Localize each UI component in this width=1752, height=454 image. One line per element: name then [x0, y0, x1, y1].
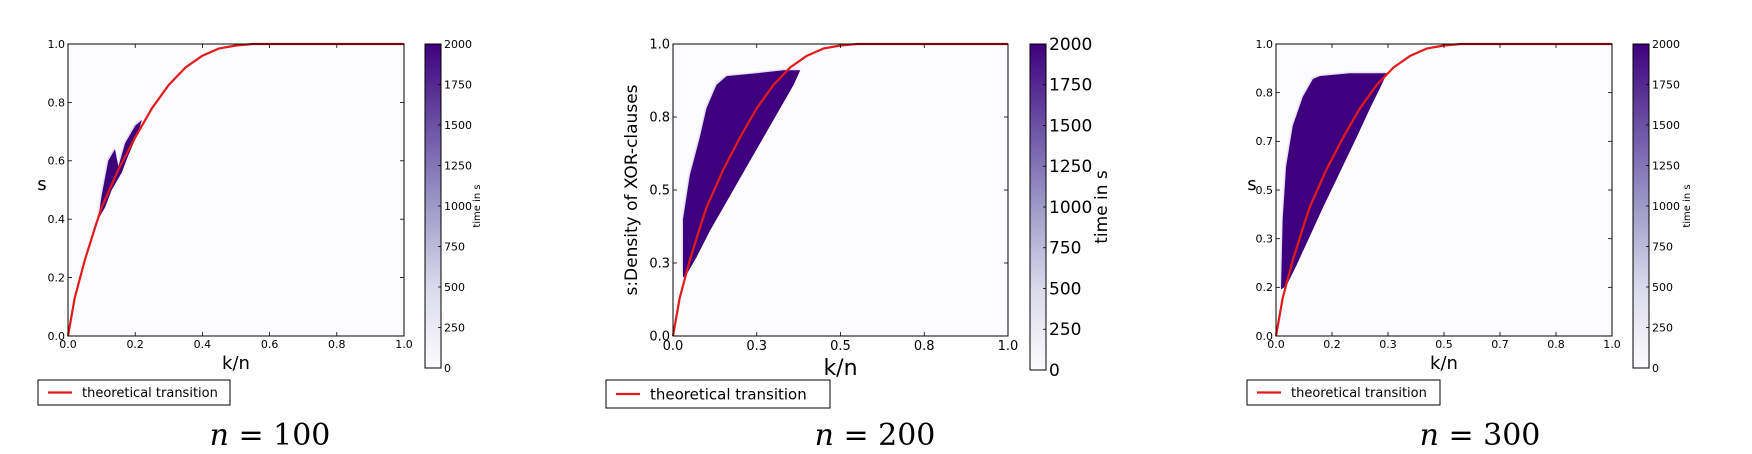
legend-label: theoretical transition — [82, 386, 218, 401]
x-axis-label: k/n — [1430, 353, 1458, 374]
y-tick-label: 0.4 — [48, 213, 66, 226]
x-tick-label: 0.8 — [1547, 338, 1565, 351]
panel-caption: n = 100 — [210, 418, 331, 450]
colorbar-tick-label: 1750 — [444, 78, 472, 91]
colorbar-tick-label: 1500 — [1652, 119, 1680, 132]
y-tick-label: 0.5 — [649, 184, 670, 199]
x-tick-label: 0.3 — [746, 339, 767, 354]
legend-label: theoretical transition — [1291, 386, 1427, 401]
y-axis-label: s:Density of XOR-clauses — [622, 84, 642, 295]
x-tick-label: 0.4 — [194, 338, 212, 351]
y-tick-label: 0.3 — [1256, 233, 1274, 246]
y-tick-label: 1.0 — [649, 38, 670, 53]
y-tick-label: 0.8 — [1256, 87, 1274, 100]
colorbar-tick-label: 1500 — [1049, 116, 1092, 136]
y-tick-label: 0.0 — [48, 330, 66, 343]
colorbar-tick-label: 1500 — [444, 119, 472, 132]
colorbar-tick-label: 1250 — [1652, 159, 1680, 172]
y-tick-label: 0.0 — [1256, 330, 1274, 343]
x-tick-label: 0.2 — [126, 338, 144, 351]
x-tick-label: 0.8 — [328, 338, 346, 351]
legend: theoretical transition — [37, 379, 231, 406]
colorbar-tick-label: 1750 — [1652, 78, 1680, 91]
y-tick-label: 0.3 — [649, 257, 670, 272]
colorbar-tick-label: 2000 — [1049, 35, 1092, 55]
colorbar-tick-label: 750 — [444, 240, 465, 253]
panel-caption: n = 200 — [815, 418, 936, 450]
y-tick-label: 0.6 — [48, 155, 66, 168]
y-tick-label: 1.0 — [1256, 38, 1274, 51]
colorbar-tick-label: 500 — [1049, 279, 1081, 299]
legend-label: theoretical transition — [650, 385, 807, 403]
y-axis-label: s — [37, 174, 46, 195]
colorbar-tick-label: 250 — [1652, 321, 1673, 334]
colorbar-tick-label: 1000 — [444, 200, 472, 213]
legend: theoretical transition — [605, 379, 831, 409]
y-tick-label: 0.2 — [48, 271, 66, 284]
colorbar-tick-label: 1250 — [1049, 157, 1092, 177]
colorbar-tick-label: 0 — [1049, 361, 1060, 381]
colorbar-label: time in s — [1092, 170, 1112, 244]
x-tick-label: 0.6 — [261, 338, 279, 351]
colorbar-tick-label: 250 — [444, 321, 465, 334]
y-tick-label: 1.0 — [48, 38, 66, 51]
panel-2: 0.0 0.3 0.5 0.8 1.0 0.0 0.3 0.5 0.8 1.0 k/n s:Densi… — [605, 35, 1112, 453]
colorbar-tick-label: 250 — [1049, 320, 1081, 340]
x-axis-label: k/n — [222, 353, 250, 374]
heatmap-hard-region — [683, 70, 801, 278]
x-axis-label: k/n — [823, 356, 857, 381]
y-tick-label: 0.5 — [1256, 184, 1274, 197]
panel-caption: n = 300 — [1420, 418, 1541, 450]
x-tick-label: 1.0 — [998, 339, 1019, 354]
plot-frame — [67, 43, 405, 337]
colorbar-tick-label: 1000 — [1049, 198, 1092, 218]
x-tick-label: 1.0 — [395, 338, 413, 351]
y-tick-label: 0.8 — [649, 111, 670, 126]
x-tick-label: 0.7 — [1491, 338, 1509, 351]
y-tick-label: 0.8 — [48, 96, 66, 109]
x-tick-label: 0.2 — [1323, 338, 1341, 351]
colorbar-tick-label: 2000 — [444, 38, 472, 51]
y-axis-label: s — [1247, 174, 1256, 195]
y-tick-label: 0.2 — [1256, 281, 1274, 294]
colorbar-tick-label: 0 — [1652, 362, 1659, 375]
colorbar-tick-label: 1000 — [1652, 200, 1680, 213]
x-tick-label: 0.3 — [1379, 338, 1397, 351]
colorbar-tick-label: 500 — [1652, 281, 1673, 294]
colorbar-tick-label: 1250 — [444, 159, 472, 172]
y-tick-label: 0.0 — [649, 330, 670, 345]
colorbar-tick-label: 750 — [1049, 239, 1081, 259]
colorbar-tick-label: 1750 — [1049, 76, 1092, 96]
colorbar-tick-label: 0 — [444, 362, 451, 375]
x-tick-label: 0.5 — [1435, 338, 1453, 351]
legend: theoretical transition — [1246, 379, 1441, 406]
colorbar-label: time in s — [472, 184, 483, 227]
x-tick-label: 1.0 — [1603, 338, 1621, 351]
colorbar-tick-label: 750 — [1652, 240, 1673, 253]
plot-area — [68, 44, 404, 336]
x-tick-label: 0.0 — [59, 338, 77, 351]
colorbar-label: time in s — [1682, 184, 1693, 227]
x-tick-label: 0.5 — [830, 339, 851, 354]
x-tick-label: 0.0 — [663, 339, 684, 354]
panel-1: 0.0 0.2 0.4 0.6 0.8 1.0 0.0 0.2 0.4 0.6 0.8 1.0 k/n s… — [37, 38, 483, 453]
x-tick-label: 0.0 — [1267, 338, 1285, 351]
panel-3: 0.0 0.2 0.3 0.5 0.7 0.8 1.0 0.0 0.2 0.3 0.5 0.7 0.8 1… — [1246, 38, 1693, 453]
x-tick-label: 0.8 — [914, 339, 935, 354]
colorbar-tick-label: 2000 — [1652, 38, 1680, 51]
y-tick-label: 0.7 — [1256, 135, 1274, 148]
colorbar-tick-label: 500 — [444, 281, 465, 294]
heatmap-hard-region — [1281, 73, 1387, 290]
